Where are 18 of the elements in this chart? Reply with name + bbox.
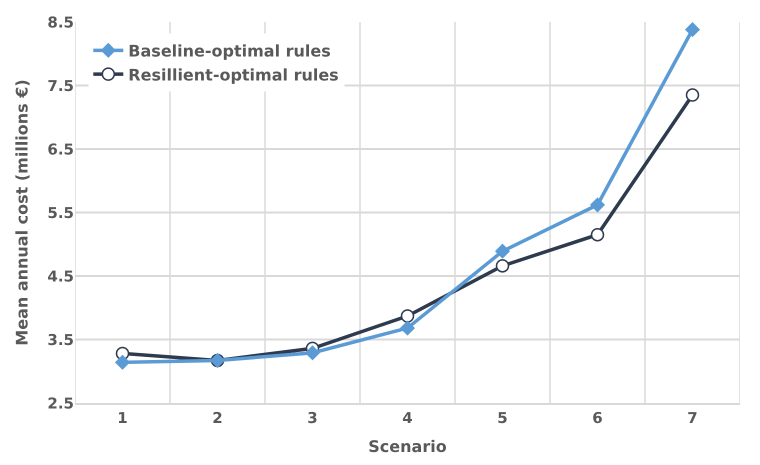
x-tick-label: 2: [212, 408, 223, 427]
legend-label: Resillient-optimal rules: [128, 65, 339, 84]
y-tick-label: 7.5: [47, 76, 74, 95]
y-tick-label: 6.5: [47, 140, 74, 158]
y-tick-label: 2.5: [47, 394, 74, 412]
y-tick-label: 4.5: [47, 267, 74, 286]
x-tick-label: 4: [402, 408, 413, 427]
x-tick-label: 1: [117, 408, 128, 427]
x-axis-title: Scenario: [368, 436, 447, 456]
y-tick-label: 3.5: [47, 330, 74, 349]
legend-label: Baseline-optimal rules: [128, 42, 331, 61]
y-axis-title: Mean annual cost (millions €): [12, 79, 32, 346]
y-tick-label: 5.5: [47, 204, 74, 222]
x-tick-label: 5: [497, 408, 508, 427]
x-tick-label: 3: [307, 408, 318, 427]
x-tick-label: 6: [592, 408, 603, 427]
x-tick-label: 7: [687, 408, 698, 427]
y-tick-label: 8.5: [47, 13, 74, 32]
